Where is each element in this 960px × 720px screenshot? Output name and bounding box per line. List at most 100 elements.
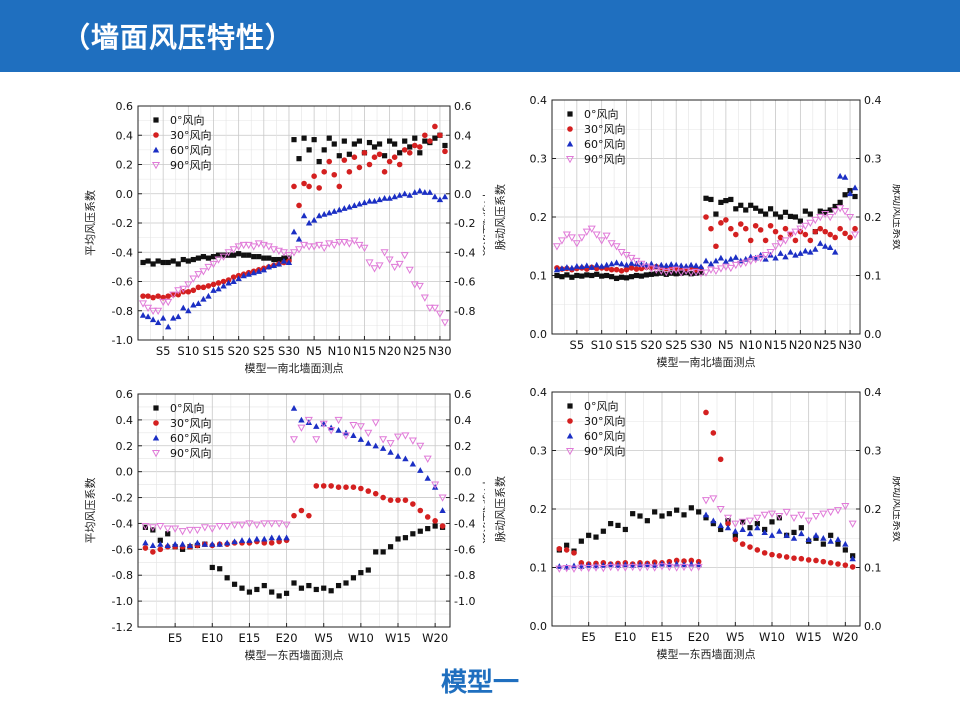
data-point-s1 [842, 230, 848, 237]
data-point-s1 [813, 557, 819, 564]
y-tick-label-right: -0.4 [454, 517, 475, 530]
x-tick-label: W15 [385, 631, 411, 645]
y-tick-label-right: 0.3 [864, 153, 882, 166]
data-point-s2 [710, 517, 717, 524]
data-point-s0 [740, 519, 746, 525]
data-point-s2 [558, 265, 566, 272]
data-point-s1 [422, 132, 428, 139]
data-point-s2 [692, 262, 700, 269]
data-point-s0 [748, 202, 754, 208]
data-point-s1 [376, 151, 383, 158]
data-point-s3 [405, 266, 414, 275]
data-point-s2 [797, 250, 804, 256]
data-point-s2 [439, 507, 446, 514]
data-point-s3 [572, 240, 581, 248]
data-point-s3 [149, 307, 158, 315]
data-point-s0 [365, 567, 371, 573]
data-point-s0 [326, 135, 332, 141]
data-point-s2 [732, 528, 739, 534]
data-point-s3 [420, 294, 429, 302]
data-point-s3 [199, 268, 208, 276]
legend-label: 0°风向 [170, 113, 205, 127]
data-point-s3 [760, 511, 769, 520]
data-point-s1 [777, 234, 784, 241]
data-point-s2 [431, 193, 439, 200]
data-point-s3 [756, 254, 765, 263]
data-point-s3 [635, 564, 645, 572]
data-point-s2 [826, 244, 834, 250]
data-point-s0 [732, 532, 738, 538]
data-point-s2 [396, 192, 403, 198]
x-tick-label: W5 [314, 631, 333, 645]
data-point-s2 [836, 172, 844, 179]
data-point-s0 [371, 144, 378, 150]
y-tick-label-right: -0.8 [454, 569, 475, 582]
data-point-s2 [238, 537, 246, 543]
data-point-s1 [782, 225, 789, 232]
data-point-s0 [392, 141, 398, 147]
data-point-s2 [261, 535, 268, 542]
data-point-s0 [827, 207, 833, 213]
data-point-s0 [628, 274, 635, 280]
data-point-s2 [313, 423, 320, 429]
data-point-s0 [633, 272, 640, 279]
x-tick-label: S25 [253, 344, 275, 358]
x-tick-label: S20 [640, 338, 662, 352]
data-point-s0 [578, 538, 584, 544]
data-point-s2 [320, 211, 328, 217]
legend-label: 90°风向 [170, 158, 212, 172]
y-tick-label-right: -1.0 [454, 595, 475, 608]
y-tick-label: -0.4 [112, 246, 133, 259]
data-point-s2 [180, 304, 187, 311]
data-point-s0 [574, 272, 580, 279]
data-point-s2 [768, 532, 776, 538]
data-point-s1 [417, 507, 424, 514]
x-tick-label: S10 [591, 338, 613, 352]
legend-marker-s2 [152, 146, 160, 153]
data-point-s0 [589, 272, 595, 279]
data-point-s2 [205, 292, 212, 299]
data-point-s2 [240, 272, 247, 279]
data-point-s0 [802, 208, 808, 214]
data-point-s2 [186, 542, 194, 549]
data-point-s3 [665, 563, 674, 572]
legend-marker-s3 [151, 449, 161, 458]
data-point-s2 [164, 542, 171, 549]
data-point-s0 [609, 274, 615, 280]
data-point-s0 [246, 589, 253, 595]
data-point-s3 [425, 304, 434, 313]
legend-label: 60°风向 [170, 143, 212, 157]
data-point-s0 [224, 575, 230, 581]
y-tick-label-right: 0.4 [864, 94, 882, 107]
plot-frame [137, 393, 451, 628]
y-tick-label: -1.2 [112, 621, 133, 634]
data-point-s2 [421, 189, 429, 195]
data-point-s2 [812, 532, 820, 538]
data-point-s2 [223, 539, 231, 546]
data-point-s1 [623, 266, 630, 273]
legend-label: 30°风向 [170, 128, 212, 142]
data-point-s3 [587, 225, 596, 233]
y-tick-label-right: -0.8 [454, 305, 475, 318]
data-point-s2 [623, 261, 630, 268]
data-point-s3 [395, 260, 404, 269]
x-tick-label: S25 [665, 338, 687, 352]
data-point-s2 [849, 555, 856, 562]
data-point-s0 [787, 213, 794, 220]
data-point-s0 [140, 259, 146, 266]
data-point-s0 [698, 269, 704, 276]
data-point-s0 [718, 526, 724, 533]
data-point-s0 [613, 275, 620, 282]
data-point-s1 [401, 147, 408, 153]
data-point-s0 [412, 135, 418, 141]
data-point-s2 [270, 262, 278, 268]
data-point-s2 [802, 247, 809, 254]
data-point-s1 [747, 237, 754, 244]
data-point-s2 [411, 189, 418, 195]
y-axis-label: 平均风压系数 [84, 478, 97, 544]
data-point-s0 [754, 521, 760, 527]
data-point-s0 [708, 196, 714, 203]
x-tick-label: N20 [378, 344, 401, 358]
data-point-s2 [776, 528, 783, 534]
data-point-s0 [346, 151, 352, 157]
